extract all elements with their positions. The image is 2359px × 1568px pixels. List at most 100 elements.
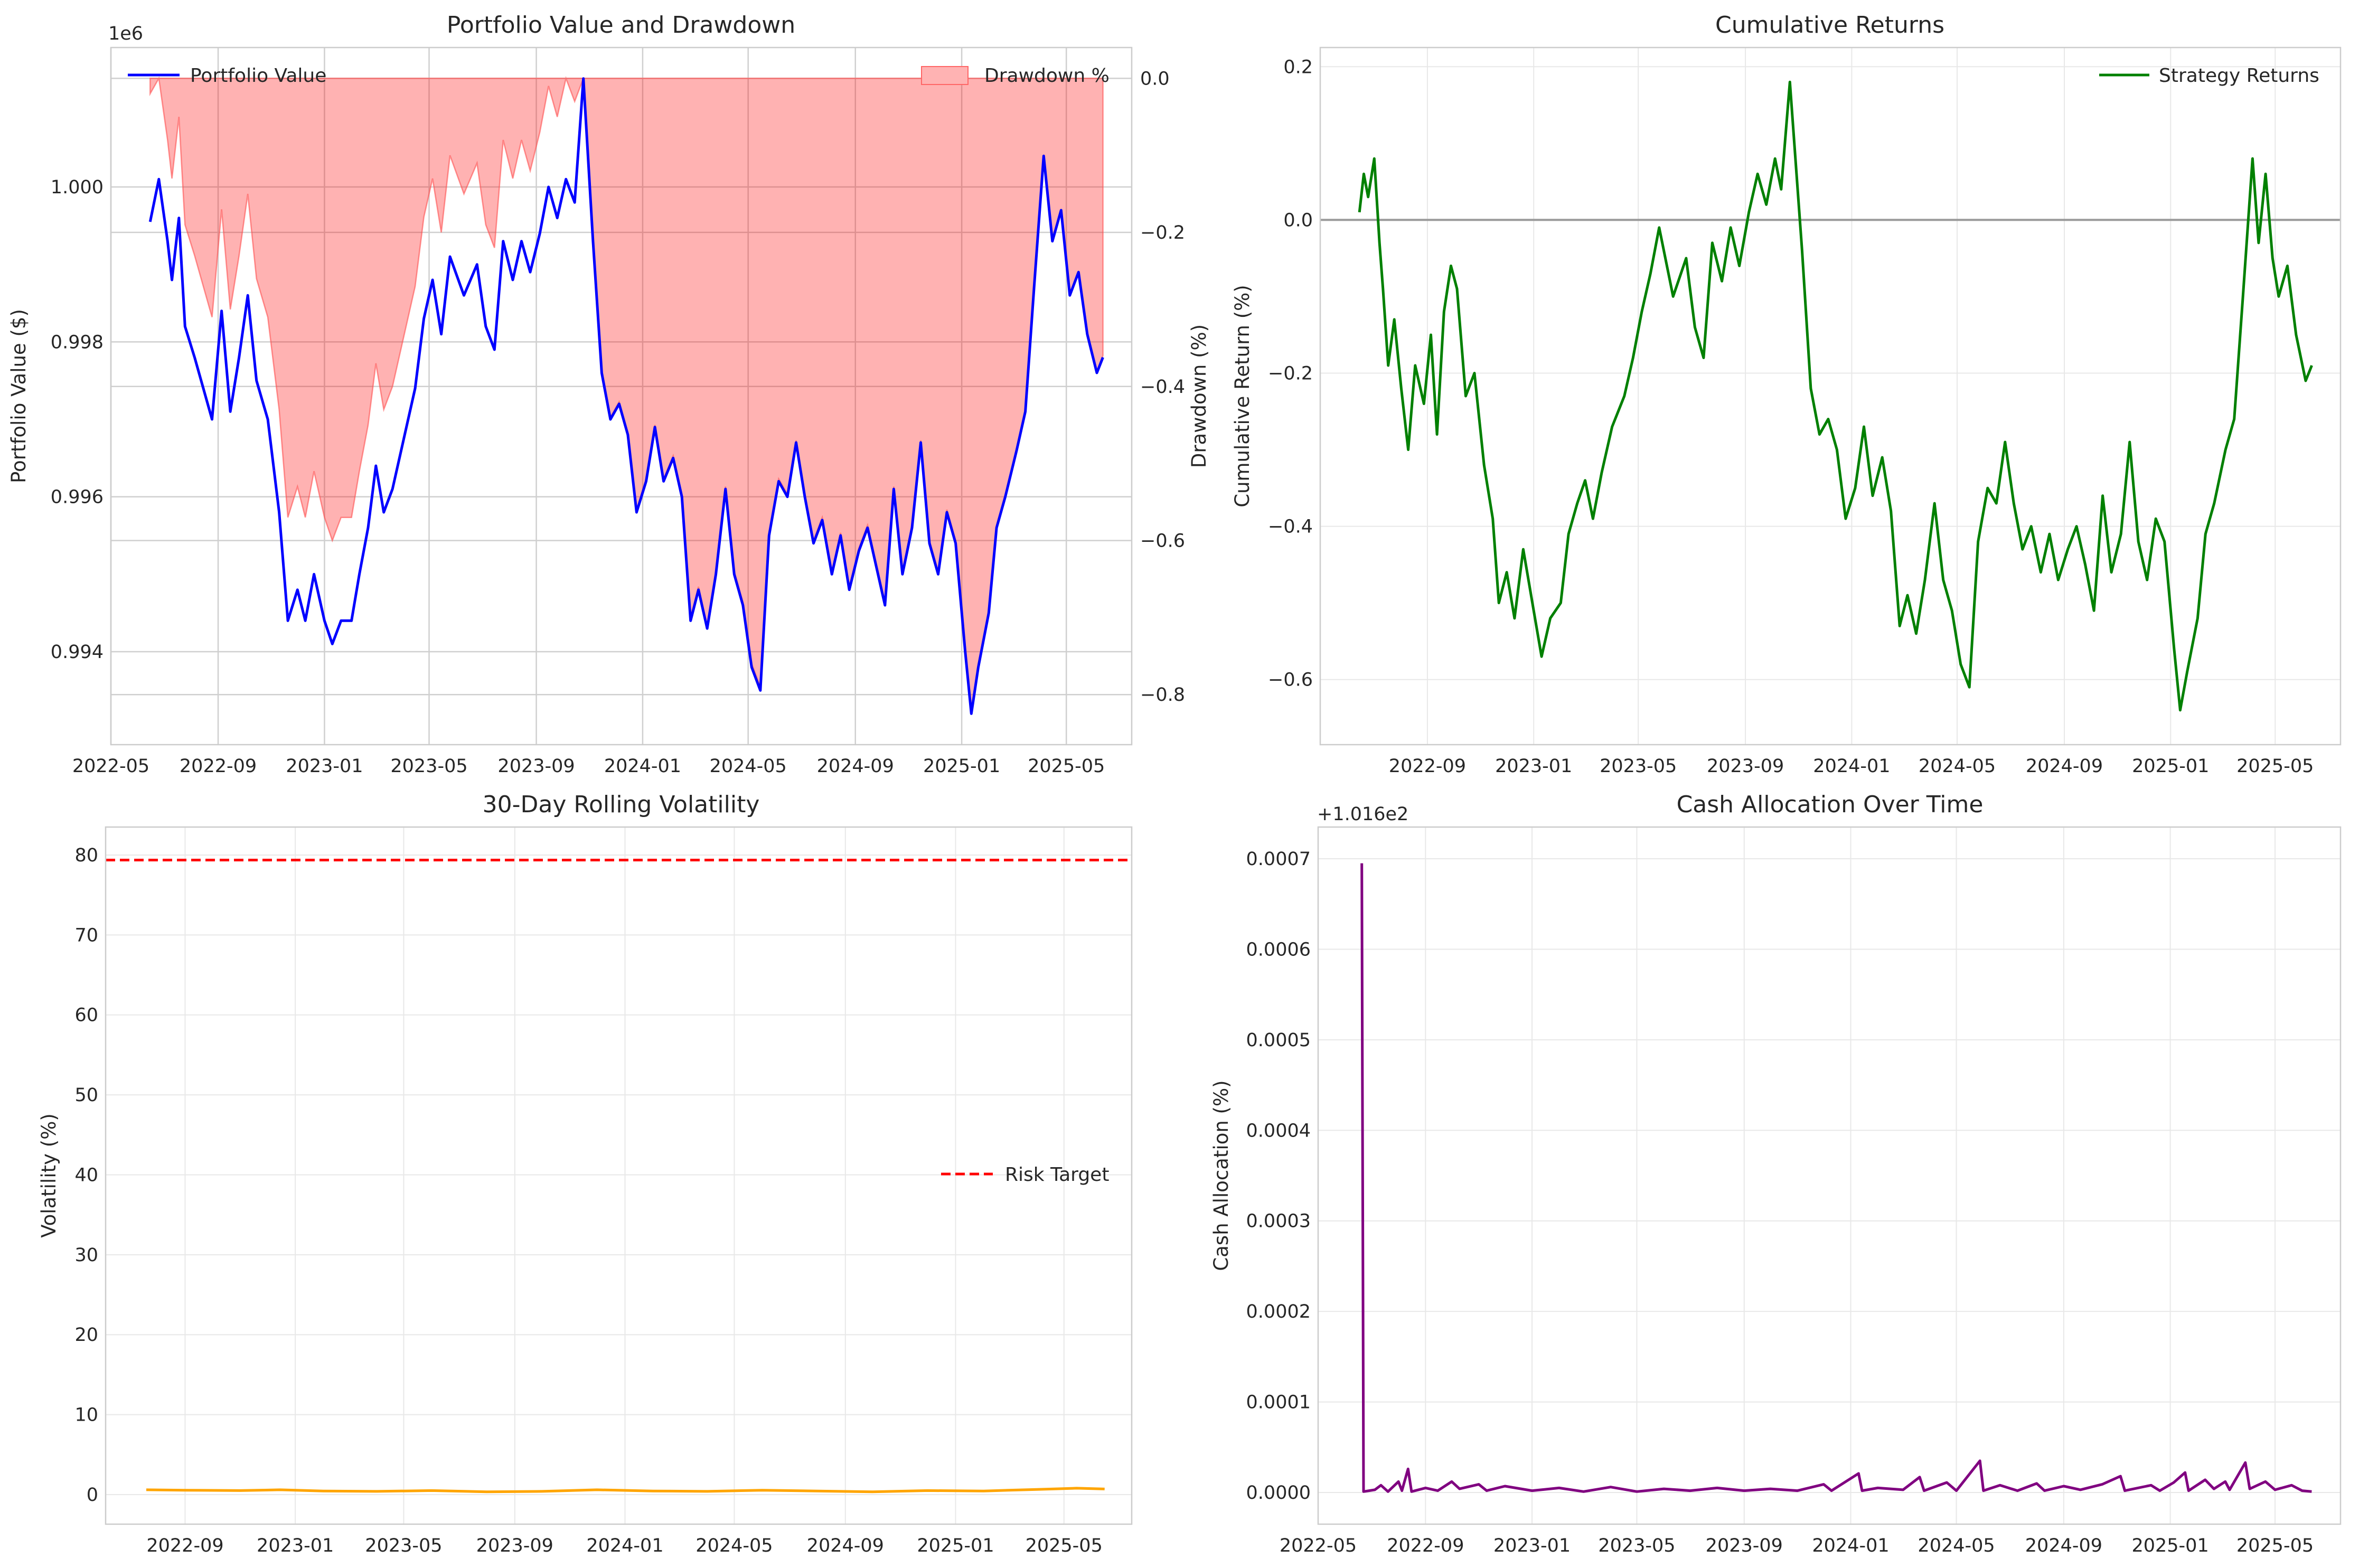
y-tick-label: −0.4 — [1268, 517, 1313, 538]
x-tick-label: 2023-09 — [497, 756, 575, 777]
y-tick-label: 0.0004 — [1246, 1120, 1311, 1141]
y-tick-label: 50 — [74, 1085, 98, 1106]
x-tick-label: 2023-01 — [1495, 756, 1572, 777]
y2-axis-label: Drawdown (%) — [1188, 324, 1210, 468]
y-tick-label: 80 — [74, 845, 98, 866]
x-tick-label: 2024-05 — [696, 1535, 773, 1556]
y-tick-label: 10 — [74, 1405, 98, 1426]
x-tick-label: 2024-01 — [586, 1535, 663, 1556]
chart-title: 30-Day Rolling Volatility — [483, 791, 760, 818]
legend-label: Drawdown % — [984, 65, 1110, 87]
x-tick-label: 2025-01 — [2131, 1535, 2208, 1556]
x-tick-label: 2023-01 — [286, 756, 363, 777]
legend: Strategy Returns — [2099, 65, 2319, 87]
offset-text: 1e6 — [108, 23, 143, 44]
y2-tick-label: −0.4 — [1140, 377, 1185, 398]
plot-frame — [105, 826, 1133, 1525]
x-tick-label: 2024-09 — [2025, 1535, 2102, 1556]
x-tick-label: 2022-05 — [1280, 1535, 1357, 1556]
y-tick-label: −0.2 — [1268, 363, 1313, 384]
x-tick-label: 2023-09 — [476, 1535, 553, 1556]
y2-tick-label: 0.0 — [1140, 68, 1170, 89]
chart-title: Cumulative Returns — [1715, 12, 1944, 39]
y-tick-label: −0.6 — [1268, 670, 1313, 691]
y-tick-label: 0.0000 — [1246, 1482, 1311, 1504]
x-tick-label: 2024-01 — [604, 756, 681, 777]
x-tick-label: 2025-01 — [2132, 756, 2209, 777]
y-tick-label: 60 — [74, 1005, 98, 1026]
chart-title: Portfolio Value and Drawdown — [447, 12, 795, 39]
x-tick-label: 2024-09 — [817, 756, 894, 777]
y-tick-label: 0.0001 — [1246, 1392, 1311, 1413]
x-tick-label: 2023-09 — [1706, 1535, 1783, 1556]
y-tick-label: 40 — [74, 1165, 98, 1186]
x-tick-label: 2023-09 — [1707, 756, 1784, 777]
x-tick-label: 2023-05 — [1600, 756, 1677, 777]
x-tick-label: 2024-01 — [1813, 756, 1890, 777]
x-tick-label: 2023-01 — [257, 1535, 334, 1556]
y-tick-label: 0.994 — [51, 642, 104, 663]
x-tick-label: 2024-05 — [1918, 1535, 1995, 1556]
x-tick-label: 2024-09 — [2026, 756, 2103, 777]
y-tick-label: 0.0002 — [1246, 1301, 1311, 1322]
x-tick-label: 2024-09 — [807, 1535, 884, 1556]
y-tick-label: 0.0005 — [1246, 1030, 1311, 1051]
x-tick-label: 2022-09 — [146, 1535, 223, 1556]
cash-allocation-chart: Cash Allocation Over Time +1.016e2 2022-… — [1210, 791, 2342, 1556]
x-tick-label: 2025-05 — [1028, 756, 1105, 777]
rolling-volatility-chart: 30-Day Rolling Volatility 2022-09 2023-01… — [37, 791, 1133, 1556]
x-tick-label: 2022-09 — [180, 756, 257, 777]
legend-label: Portfolio Value — [190, 65, 326, 87]
legend-right: Drawdown % — [921, 65, 1110, 87]
y-tick-label: 0.2 — [1283, 57, 1313, 78]
y-tick-label: 0.0006 — [1246, 939, 1311, 960]
y2-tick-label: −0.8 — [1140, 684, 1185, 706]
legend: Risk Target — [941, 1164, 1109, 1186]
plot-frame — [1317, 826, 2342, 1525]
y-axis-label: Cumulative Return (%) — [1231, 285, 1254, 508]
x-tick-label: 2023-05 — [1598, 1535, 1675, 1556]
x-tick-label: 2025-05 — [2236, 756, 2314, 777]
y2-tick-label: −0.6 — [1140, 530, 1185, 551]
y-tick-label: 0.0 — [1283, 210, 1313, 231]
y-axis-label: Cash Allocation (%) — [1210, 1080, 1233, 1271]
chart-title: Cash Allocation Over Time — [1677, 791, 1984, 818]
x-tick-label: 2022-05 — [72, 756, 149, 777]
series-line — [148, 77, 1104, 715]
x-tick-label: 2024-05 — [710, 756, 787, 777]
y-tick-label: 30 — [74, 1245, 98, 1266]
x-tick-label: 2023-05 — [390, 756, 467, 777]
cumulative-returns-chart: Cumulative Returns 2022-09 2023-01 2023-05… — [1231, 12, 2342, 777]
x-tick-label: 2022-09 — [1387, 1535, 1464, 1556]
x-tick-label: 2022-09 — [1389, 756, 1466, 777]
portfolio-value-drawdown-chart: Portfolio Value and Drawdown 1e6 2022-05… — [7, 12, 1210, 777]
series-line — [1360, 863, 2312, 1493]
plot-frame — [110, 46, 1133, 746]
y-tick-label: 1.000 — [51, 177, 104, 198]
y-tick-label: 0.0007 — [1246, 849, 1311, 870]
y2-tick-label: −0.2 — [1140, 222, 1185, 243]
legend-label: Strategy Returns — [2159, 65, 2319, 87]
x-tick-label: 2024-05 — [1919, 756, 1996, 777]
offset-text: +1.016e2 — [1317, 804, 1408, 825]
y-tick-label: 70 — [74, 925, 98, 946]
y-axis-label: Portfolio Value ($) — [7, 309, 30, 483]
y-tick-label: 0.996 — [51, 487, 104, 508]
y-tick-label: 20 — [74, 1325, 98, 1346]
series-line — [1358, 80, 2313, 712]
plot-frame — [1319, 46, 2342, 746]
y-tick-label: 0.998 — [51, 332, 104, 353]
y-tick-label: 0.0003 — [1246, 1211, 1311, 1232]
legend-label: Risk Target — [1005, 1164, 1109, 1186]
x-tick-label: 2025-01 — [923, 756, 1000, 777]
legend-left: Portfolio Value — [128, 65, 326, 87]
x-tick-label: 2025-05 — [1026, 1535, 1103, 1556]
x-tick-label: 2024-01 — [1812, 1535, 1889, 1556]
y-tick-label: 0 — [87, 1485, 98, 1506]
y-axis-label: Volatility (%) — [37, 1113, 60, 1238]
x-tick-label: 2025-05 — [2236, 1535, 2314, 1556]
x-tick-label: 2025-01 — [917, 1535, 994, 1556]
x-tick-label: 2023-05 — [365, 1535, 442, 1556]
x-tick-label: 2023-01 — [1493, 1535, 1571, 1556]
